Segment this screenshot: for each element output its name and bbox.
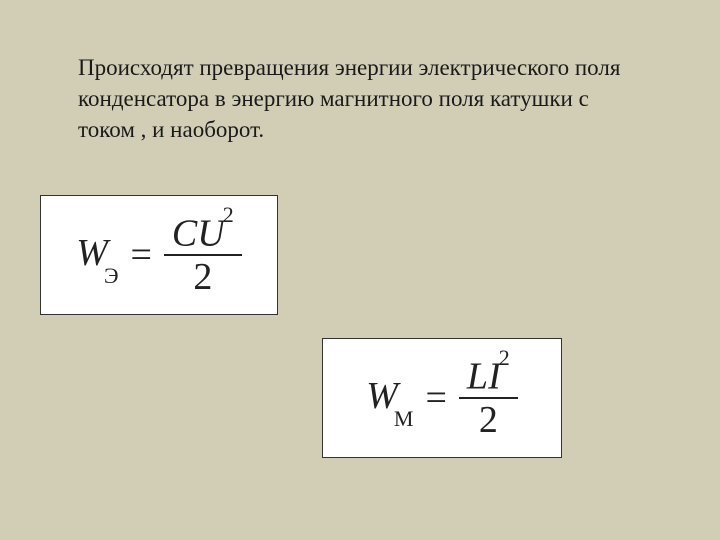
- equals-sign: =: [425, 376, 446, 420]
- sym-U: U: [197, 212, 224, 254]
- lhs: WM: [366, 374, 413, 423]
- equation-1: WЭ = CU2 2: [76, 212, 241, 299]
- paragraph-text: Происходят превращения энергии электриче…: [78, 52, 638, 145]
- denominator: 2: [185, 256, 220, 298]
- exp-2: 2: [223, 202, 234, 227]
- equation-2: WM = LI2 2: [366, 355, 517, 442]
- equals-sign: =: [130, 233, 151, 277]
- denominator: 2: [471, 399, 506, 441]
- sub-M: M: [394, 406, 414, 431]
- sub-E: Э: [104, 263, 119, 288]
- sym-C: C: [172, 212, 197, 254]
- formula-magnetic-energy: WM = LI2 2: [322, 338, 562, 458]
- sym-L: L: [467, 355, 488, 397]
- formula-electric-energy: WЭ = CU2 2: [40, 195, 278, 315]
- numerator: CU2: [164, 212, 242, 257]
- fraction: LI2 2: [459, 355, 518, 442]
- fraction: CU2 2: [164, 212, 242, 299]
- exp-2: 2: [499, 345, 510, 370]
- numerator: LI2: [459, 355, 518, 400]
- lhs: WЭ: [76, 231, 118, 280]
